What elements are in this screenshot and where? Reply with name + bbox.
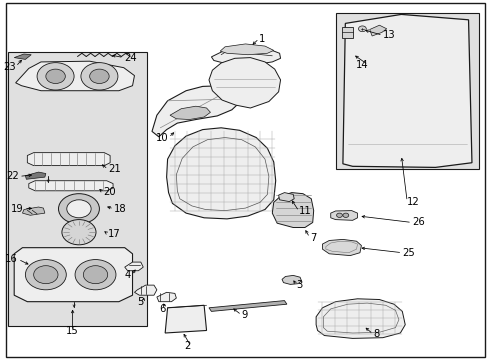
Text: 3: 3 [296,280,302,290]
Circle shape [37,63,74,90]
Circle shape [89,69,109,84]
Text: 22: 22 [6,171,19,181]
Polygon shape [27,153,110,166]
Polygon shape [157,292,176,302]
Text: 18: 18 [114,204,126,214]
Text: 5: 5 [137,297,143,307]
Text: 7: 7 [309,233,316,243]
Circle shape [59,194,99,224]
Text: 17: 17 [108,229,121,239]
Text: 13: 13 [382,30,395,40]
Polygon shape [29,181,113,191]
Text: 4: 4 [124,270,131,280]
Polygon shape [278,193,294,202]
Polygon shape [16,61,134,91]
Circle shape [67,200,91,218]
Polygon shape [208,58,280,108]
Text: 10: 10 [156,132,168,143]
Text: 21: 21 [108,164,121,174]
Text: 16: 16 [5,254,18,264]
Polygon shape [322,239,361,256]
Polygon shape [315,299,405,338]
Text: 9: 9 [241,310,247,320]
Bar [8,52,146,326]
Polygon shape [152,86,240,137]
Text: 23: 23 [3,62,16,72]
Text: 2: 2 [184,341,191,351]
Circle shape [358,26,366,32]
Polygon shape [22,207,45,215]
Text: 25: 25 [402,248,414,258]
Bar [341,27,352,38]
Bar [335,13,478,169]
Text: 24: 24 [123,53,136,63]
Polygon shape [272,193,313,228]
Polygon shape [342,14,471,167]
Text: 8: 8 [372,329,379,339]
Text: 14: 14 [355,60,367,70]
Circle shape [83,266,107,284]
Text: 12: 12 [407,197,419,207]
Text: 6: 6 [159,303,165,314]
Circle shape [34,266,58,284]
Circle shape [46,69,65,84]
Polygon shape [14,248,132,302]
Polygon shape [134,285,157,295]
Text: 1: 1 [259,33,265,44]
Text: 20: 20 [103,187,116,197]
Circle shape [336,213,342,217]
Text: 15: 15 [66,326,79,336]
Polygon shape [208,301,286,311]
Polygon shape [282,275,301,284]
Text: 26: 26 [411,217,424,228]
Polygon shape [369,25,386,36]
Circle shape [81,63,118,90]
Polygon shape [220,44,273,55]
Circle shape [25,260,66,290]
Polygon shape [211,47,280,65]
Polygon shape [124,262,143,271]
Text: 11: 11 [299,206,311,216]
Polygon shape [166,128,275,219]
Polygon shape [165,305,206,333]
Circle shape [342,213,348,217]
Polygon shape [330,211,357,220]
Polygon shape [170,106,210,120]
Polygon shape [14,54,31,59]
Polygon shape [25,172,46,179]
Circle shape [62,220,96,245]
Circle shape [75,260,116,290]
Text: 19: 19 [11,204,24,214]
